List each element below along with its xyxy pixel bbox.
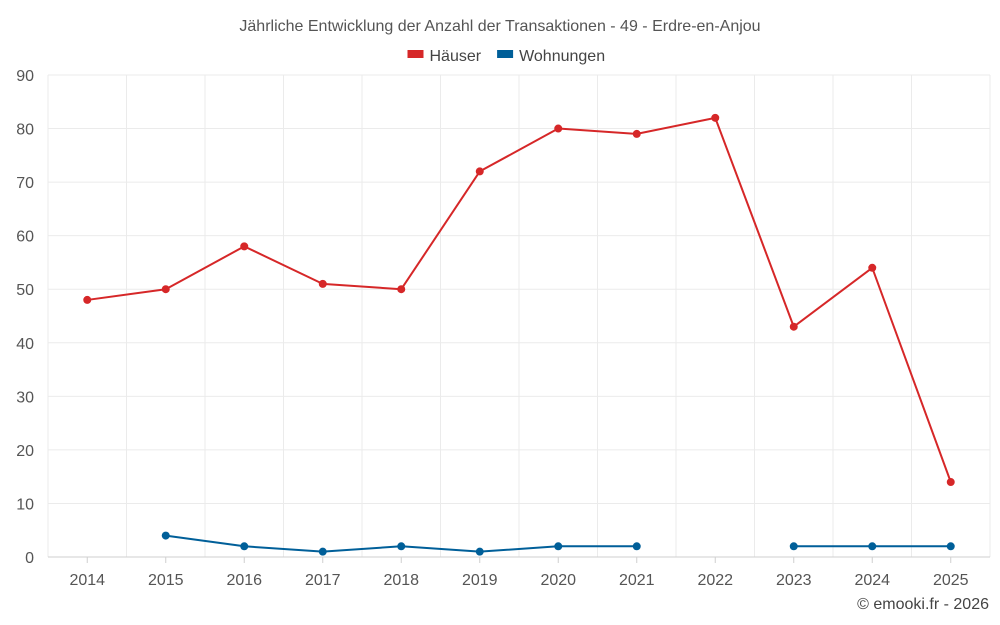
x-tick-label: 2025 — [933, 572, 969, 589]
x-tick-labels: 2014 2015 2016 2017 2018 2019 2020 2021 2022 2023… — [69, 572, 968, 589]
data-point[interactable] — [946, 542, 955, 551]
x-tick-label: 2016 — [226, 572, 262, 589]
x-tick-label: 2020 — [540, 572, 576, 589]
x-tick-label: 2022 — [697, 572, 733, 589]
data-point[interactable] — [397, 542, 406, 551]
data-point[interactable] — [240, 542, 249, 551]
data-point[interactable] — [318, 279, 327, 288]
legend: Häuser Wohnungen — [407, 48, 605, 65]
data-point[interactable] — [946, 478, 955, 487]
y-gridlines — [48, 74, 990, 504]
x-gridlines — [47, 75, 991, 557]
series-layer — [83, 113, 955, 556]
x-tick-label: 2017 — [305, 572, 341, 589]
data-point[interactable] — [318, 547, 327, 556]
y-tick-label: 40 — [16, 336, 34, 353]
data-point[interactable] — [161, 285, 170, 294]
data-point[interactable] — [789, 542, 798, 551]
x-tick-label: 2014 — [69, 572, 105, 589]
data-point[interactable] — [632, 129, 641, 138]
x-tick-label: 2015 — [148, 572, 184, 589]
data-point[interactable] — [240, 242, 249, 251]
series-line — [87, 116, 952, 483]
data-point[interactable] — [554, 124, 563, 133]
x-tick-label: 2023 — [776, 572, 812, 589]
y-tick-label: 0 — [25, 550, 34, 567]
data-point[interactable] — [161, 531, 170, 540]
x-tick-label: 2019 — [462, 572, 498, 589]
y-tick-label: 10 — [16, 496, 34, 513]
data-point[interactable] — [868, 542, 877, 551]
data-point[interactable] — [397, 285, 406, 294]
credit-text: © emooki.fr - 2026 — [857, 596, 989, 613]
data-point[interactable] — [868, 263, 877, 272]
y-tick-label: 90 — [16, 68, 34, 85]
legend-label[interactable]: Wohnungen — [519, 48, 605, 65]
data-point[interactable] — [711, 113, 720, 122]
data-point[interactable] — [475, 167, 484, 176]
legend-swatch — [497, 50, 514, 58]
y-tick-label: 50 — [16, 282, 34, 299]
y-tick-label: 20 — [16, 443, 34, 460]
data-point[interactable] — [632, 542, 641, 551]
series-haeuser — [83, 113, 955, 487]
legend-label[interactable]: Häuser — [430, 48, 482, 65]
data-point[interactable] — [789, 322, 798, 331]
y-tick-label: 70 — [16, 175, 34, 192]
chart-title: Jährliche Entwicklung der Anzahl der Tra… — [239, 18, 760, 35]
y-tick-label: 60 — [16, 229, 34, 246]
data-point[interactable] — [83, 295, 92, 304]
series-wohnungen — [161, 531, 955, 556]
y-tick-label: 80 — [16, 122, 34, 139]
axes — [48, 556, 990, 563]
y-tick-labels: 0 10 20 30 40 50 60 70 80 90 — [16, 68, 34, 567]
legend-swatch — [407, 50, 424, 58]
x-tick-label: 2018 — [383, 572, 419, 589]
y-tick-label: 30 — [16, 389, 34, 406]
x-tick-label: 2024 — [854, 572, 890, 589]
x-tick-label: 2021 — [619, 572, 655, 589]
data-point[interactable] — [554, 542, 563, 551]
data-point[interactable] — [475, 547, 484, 556]
